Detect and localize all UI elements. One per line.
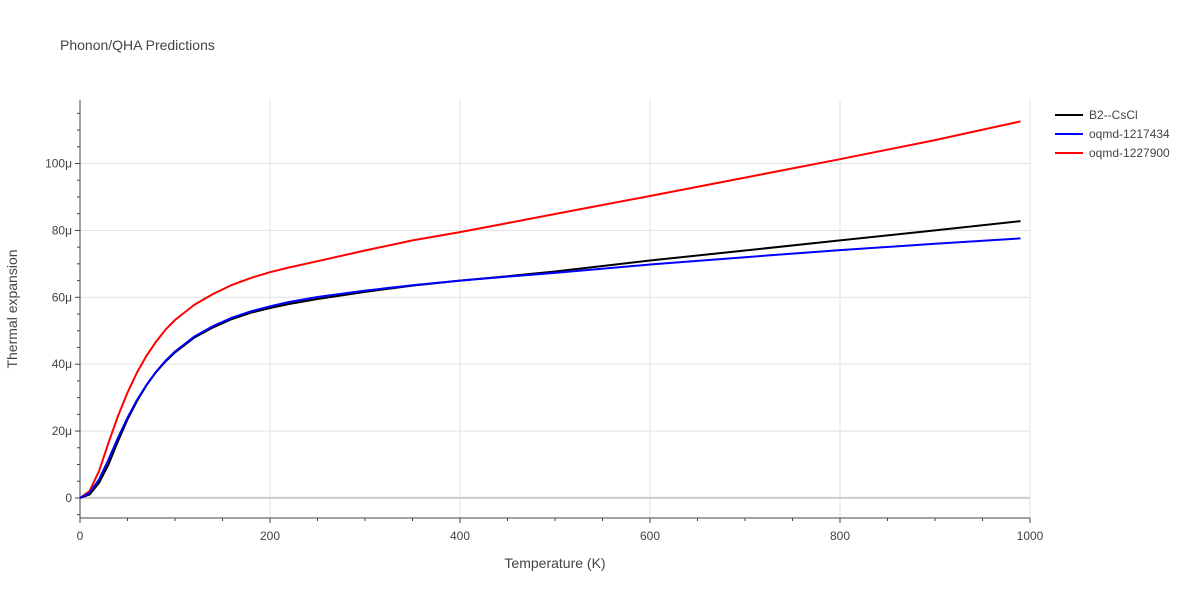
- legend: B2--CsCl oqmd-1217434 oqmd-1227900: [1055, 108, 1170, 160]
- chart-title: Phonon/QHA Predictions: [60, 37, 215, 53]
- x-tick-label: 400: [450, 529, 470, 543]
- x-tick-label: 600: [640, 529, 660, 543]
- x-tick-label: 1000: [1017, 529, 1044, 543]
- y-tick-label: 40μ: [52, 357, 72, 371]
- axes: [75, 100, 1031, 523]
- legend-label: oqmd-1227900: [1089, 146, 1170, 160]
- x-tick-label: 200: [260, 529, 280, 543]
- x-tick-label: 0: [77, 529, 84, 543]
- y-tick-label: 100μ: [45, 157, 72, 171]
- series-line-oqmd-1227900: [79, 120, 1021, 499]
- x-axis-title: Temperature (K): [504, 555, 605, 571]
- y-tick-label: 60μ: [52, 290, 72, 304]
- series-layer: [79, 120, 1021, 499]
- x-tick-label: 800: [830, 529, 850, 543]
- y-axis-title: Thermal expansion: [4, 249, 20, 368]
- legend-label: oqmd-1217434: [1089, 127, 1170, 141]
- legend-label: B2--CsCl: [1089, 108, 1138, 122]
- grid: [80, 100, 1031, 518]
- series-line-B2--CsCl: [79, 220, 1021, 499]
- y-tick-label: 80μ: [52, 223, 72, 237]
- series-line-oqmd-1217434: [79, 237, 1021, 499]
- y-tick-label: 20μ: [52, 424, 72, 438]
- ticks: 0 200 400 600 800 1000 0 20μ 40μ 60μ 80μ 100μ: [45, 157, 1044, 543]
- y-tick-label: 0: [65, 491, 72, 505]
